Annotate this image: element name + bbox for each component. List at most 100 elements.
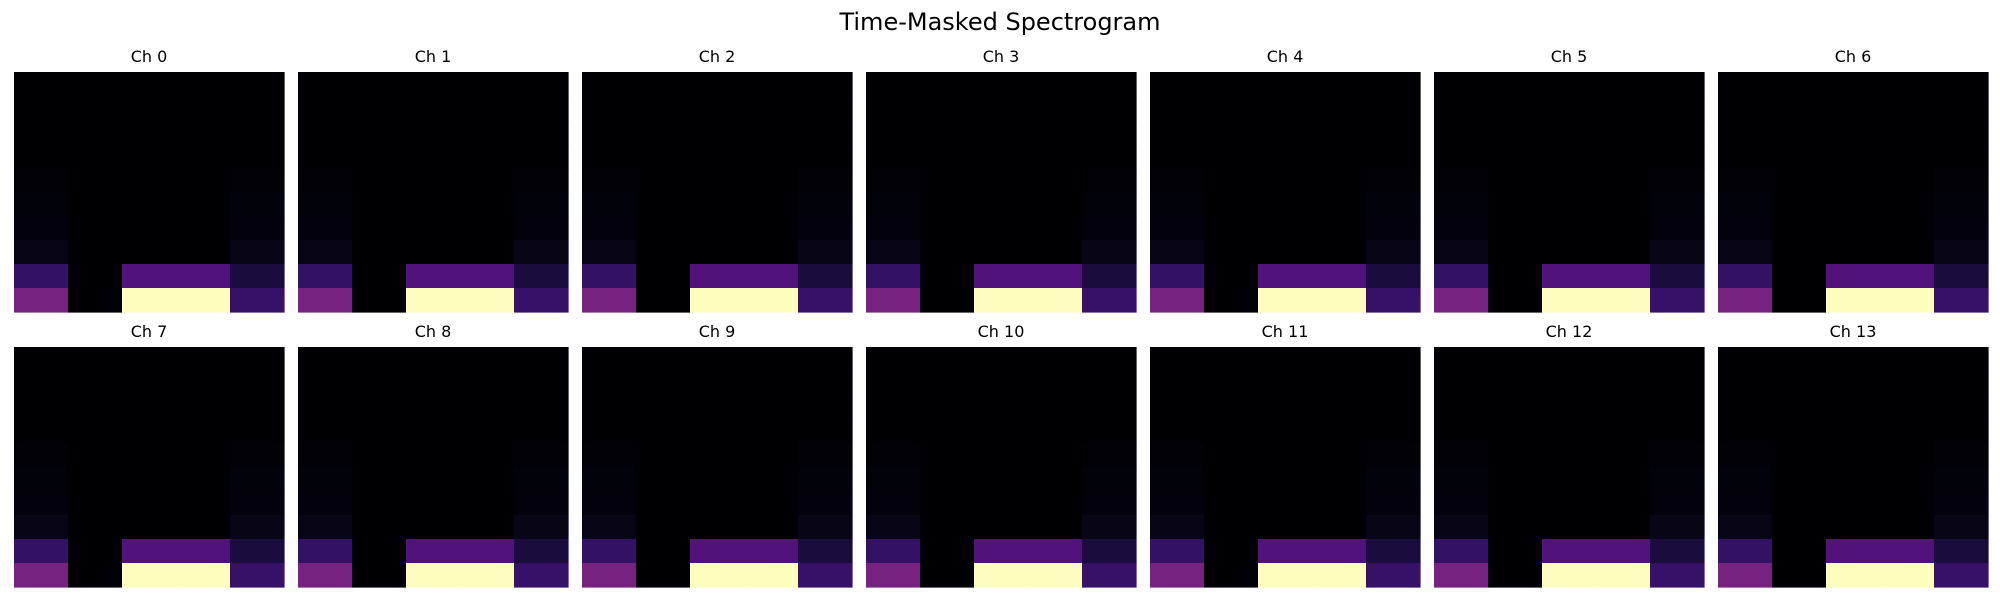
heatmap-cell — [1934, 72, 1989, 97]
heatmap-cell — [1488, 443, 1543, 468]
heatmap-cell — [1542, 72, 1597, 97]
heatmap-cell — [582, 491, 637, 516]
heatmap-cell — [1488, 144, 1543, 169]
heatmap-cell — [974, 240, 1029, 265]
heatmap-cell — [690, 288, 745, 313]
heatmap-cell — [1312, 168, 1367, 193]
heatmap-cell — [636, 443, 691, 468]
panel-title: Ch 10 — [978, 322, 1025, 341]
heatmap-cell — [974, 72, 1029, 97]
heatmap-cell — [298, 491, 353, 516]
heatmap-cell — [866, 96, 921, 121]
heatmap-cell — [1880, 72, 1935, 97]
heatmap-cell — [1488, 96, 1543, 121]
panel-title: Ch 9 — [699, 322, 736, 341]
heatmap-cell — [690, 96, 745, 121]
heatmap-cell — [122, 288, 177, 313]
heatmap-cell — [582, 264, 637, 289]
heatmap-cell — [744, 395, 799, 420]
heatmap-cell — [68, 467, 123, 492]
heatmap-cell — [1028, 72, 1083, 97]
heatmap-cell — [1312, 347, 1367, 372]
heatmap-cell — [1258, 240, 1313, 265]
heatmap-cell — [1028, 216, 1083, 241]
heatmap-panel: Ch 10 — [866, 322, 1137, 588]
heatmap-cell — [1150, 395, 1205, 420]
heatmap-cell — [1366, 467, 1421, 492]
heatmap-cell — [1258, 443, 1313, 468]
heatmap-cell — [1718, 539, 1773, 564]
heatmap-cell — [1312, 539, 1367, 564]
heatmap-cell — [352, 491, 407, 516]
heatmap-cell — [920, 491, 975, 516]
heatmap-cell — [230, 144, 285, 169]
heatmap-cell — [744, 264, 799, 289]
heatmap-cell — [1718, 491, 1773, 516]
panel-title: Ch 7 — [131, 322, 168, 341]
heatmap-cell — [460, 371, 515, 396]
heatmap-cell — [1434, 240, 1489, 265]
heatmap-cell — [514, 539, 569, 564]
heatmap-cell — [352, 192, 407, 217]
heatmap-cell — [1258, 264, 1313, 289]
heatmap-cell — [230, 72, 285, 97]
heatmap-cell — [690, 168, 745, 193]
heatmap-cell — [1028, 539, 1083, 564]
heatmap-cell — [1312, 144, 1367, 169]
heatmap-cell — [798, 144, 853, 169]
heatmap-cell — [1718, 563, 1773, 588]
heatmap-cell — [1826, 120, 1881, 145]
heatmap-cell — [582, 96, 637, 121]
heatmap-cell — [1772, 419, 1827, 444]
panel-title: Ch 8 — [415, 322, 452, 341]
heatmap-cell — [636, 72, 691, 97]
heatmap-cell — [1596, 347, 1651, 372]
heatmap-cell — [1488, 347, 1543, 372]
heatmap-cell — [1366, 443, 1421, 468]
heatmap-cell — [582, 168, 637, 193]
heatmap-cell — [514, 96, 569, 121]
heatmap-cell — [1150, 168, 1205, 193]
heatmap-cell — [1826, 539, 1881, 564]
heatmap-cell — [744, 120, 799, 145]
heatmap-cell — [176, 563, 231, 588]
heatmap-cell — [68, 443, 123, 468]
heatmap-cell — [1258, 192, 1313, 217]
heatmap-cell — [1312, 515, 1367, 540]
heatmap-cell — [122, 120, 177, 145]
heatmap-cell — [1542, 515, 1597, 540]
heatmap-cell — [68, 192, 123, 217]
heatmap-cell — [1028, 120, 1083, 145]
heatmap-cell — [122, 443, 177, 468]
heatmap-cell — [122, 491, 177, 516]
heatmap-cell — [298, 288, 353, 313]
heatmap-cell — [1434, 467, 1489, 492]
heatmap-cell — [1488, 515, 1543, 540]
heatmap-cell — [866, 419, 921, 444]
heatmap-cell — [460, 216, 515, 241]
heatmap-cell — [514, 515, 569, 540]
heatmap-cell — [920, 539, 975, 564]
heatmap-cell — [582, 419, 637, 444]
heatmap-cell — [1082, 192, 1137, 217]
heatmap-cell — [122, 347, 177, 372]
heatmap-cell — [690, 120, 745, 145]
heatmap-cell — [1028, 395, 1083, 420]
heatmap-cell — [122, 515, 177, 540]
heatmap-cell — [68, 168, 123, 193]
heatmap-cell — [1150, 240, 1205, 265]
heatmap-cell — [1880, 371, 1935, 396]
heatmap-cell — [1082, 120, 1137, 145]
heatmap-cell — [352, 539, 407, 564]
heatmap-cell — [460, 72, 515, 97]
heatmap-cell — [1542, 371, 1597, 396]
heatmap-cell — [636, 467, 691, 492]
heatmap-cell — [1434, 539, 1489, 564]
heatmap-cell — [1596, 120, 1651, 145]
heatmap-cell — [690, 467, 745, 492]
heatmap-cell — [974, 96, 1029, 121]
heatmap-cell — [866, 240, 921, 265]
heatmap-cell — [636, 515, 691, 540]
heatmap-cell — [1258, 96, 1313, 121]
heatmap-cell — [1028, 264, 1083, 289]
